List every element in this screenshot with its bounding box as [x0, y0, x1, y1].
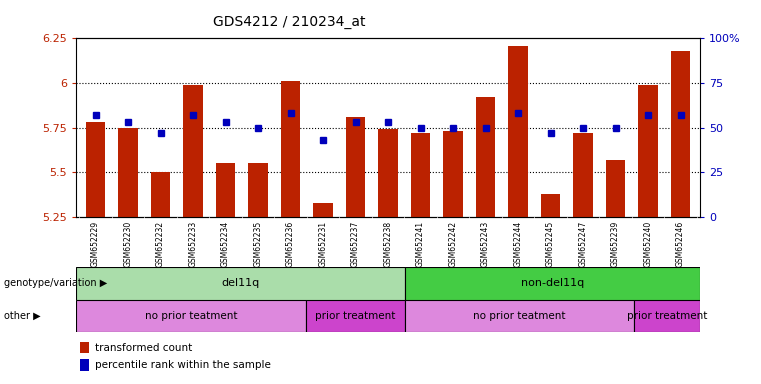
- Bar: [151, 172, 170, 217]
- Text: GSM652244: GSM652244: [514, 221, 523, 267]
- Bar: [606, 160, 626, 217]
- Bar: [80, 359, 89, 371]
- Text: GSM652238: GSM652238: [384, 221, 393, 267]
- Text: GSM652233: GSM652233: [189, 221, 198, 267]
- Text: GDS4212 / 210234_at: GDS4212 / 210234_at: [213, 15, 365, 29]
- Text: GSM652237: GSM652237: [351, 221, 360, 267]
- Text: genotype/variation ▶: genotype/variation ▶: [4, 278, 107, 288]
- Bar: [671, 51, 690, 217]
- Bar: [508, 46, 528, 217]
- Bar: [281, 81, 301, 217]
- Text: GSM652240: GSM652240: [644, 221, 653, 267]
- Bar: [86, 122, 105, 217]
- Text: GSM652232: GSM652232: [156, 221, 165, 267]
- Text: other ▶: other ▶: [4, 311, 40, 321]
- Bar: [248, 164, 268, 217]
- Text: GSM652236: GSM652236: [286, 221, 295, 267]
- Text: GSM652239: GSM652239: [611, 221, 620, 267]
- Text: no prior teatment: no prior teatment: [473, 311, 565, 321]
- Text: GSM652242: GSM652242: [449, 221, 457, 267]
- Bar: [411, 133, 431, 217]
- Text: non-del11q: non-del11q: [521, 278, 584, 288]
- Bar: [183, 85, 203, 217]
- Bar: [573, 133, 593, 217]
- Bar: [119, 127, 138, 217]
- Text: GSM652235: GSM652235: [253, 221, 263, 267]
- Text: prior treatment: prior treatment: [627, 311, 708, 321]
- Text: percentile rank within the sample: percentile rank within the sample: [95, 360, 271, 370]
- Bar: [476, 97, 495, 217]
- Bar: [216, 164, 235, 217]
- Text: GSM652241: GSM652241: [416, 221, 425, 267]
- Text: transformed count: transformed count: [95, 343, 192, 353]
- Bar: [306, 300, 405, 332]
- Text: GSM652246: GSM652246: [676, 221, 685, 267]
- Bar: [80, 342, 89, 353]
- Text: prior treatment: prior treatment: [315, 311, 396, 321]
- Text: GSM652229: GSM652229: [91, 221, 100, 267]
- Text: GSM652245: GSM652245: [546, 221, 555, 267]
- Bar: [76, 300, 306, 332]
- Text: del11q: del11q: [221, 278, 260, 288]
- Bar: [314, 203, 333, 217]
- Bar: [541, 194, 560, 217]
- Text: no prior teatment: no prior teatment: [145, 311, 237, 321]
- Bar: [405, 300, 635, 332]
- Bar: [76, 267, 405, 300]
- Text: GSM652231: GSM652231: [319, 221, 327, 267]
- Bar: [635, 300, 700, 332]
- Bar: [405, 267, 700, 300]
- Text: GSM652247: GSM652247: [578, 221, 587, 267]
- Bar: [638, 85, 658, 217]
- Text: GSM652234: GSM652234: [221, 221, 230, 267]
- Text: GSM652230: GSM652230: [123, 221, 132, 267]
- Bar: [378, 129, 398, 217]
- Text: GSM652243: GSM652243: [481, 221, 490, 267]
- Bar: [444, 131, 463, 217]
- Bar: [345, 117, 365, 217]
